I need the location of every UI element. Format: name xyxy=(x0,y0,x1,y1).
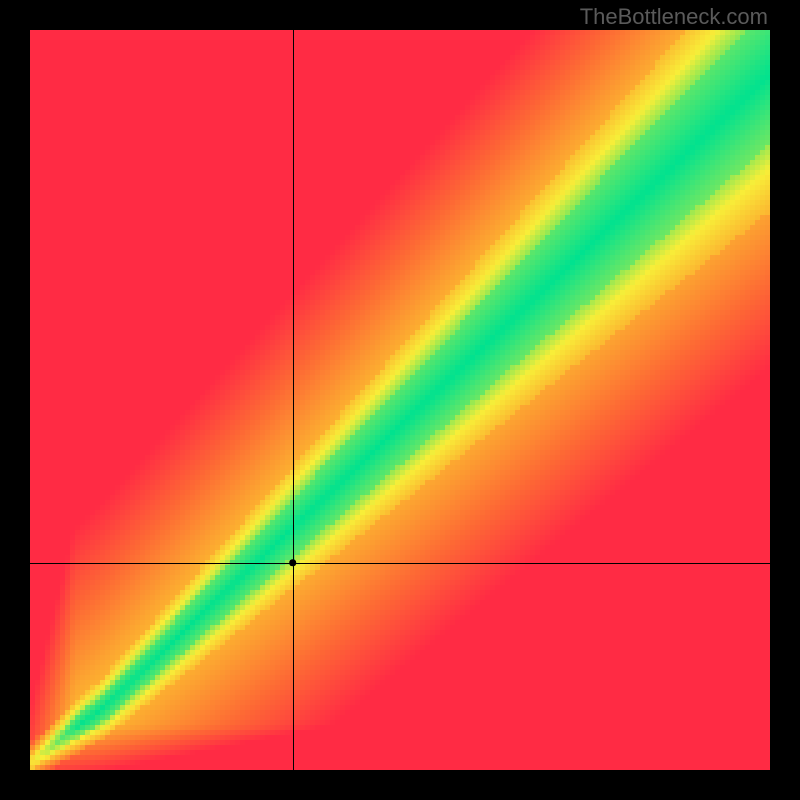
watermark-text: TheBottleneck.com xyxy=(580,4,768,30)
chart-container: TheBottleneck.com xyxy=(0,0,800,800)
overlay-canvas xyxy=(30,30,770,770)
plot-area xyxy=(30,30,770,770)
